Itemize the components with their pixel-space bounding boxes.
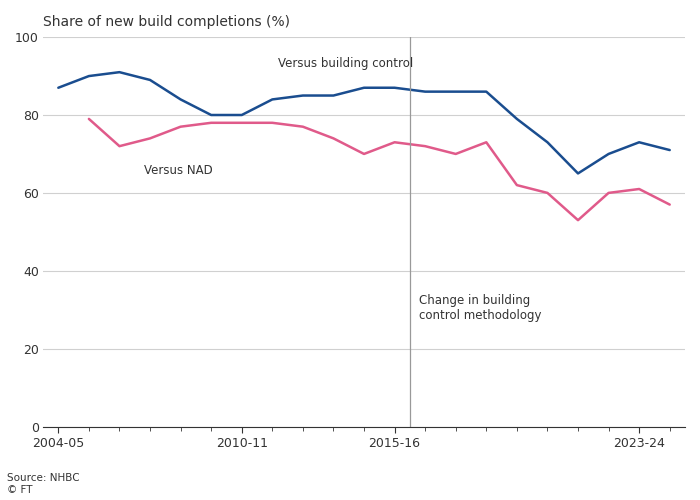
Text: Change in building
control methodology: Change in building control methodology bbox=[419, 294, 542, 322]
Text: Versus NAD: Versus NAD bbox=[144, 164, 213, 176]
Text: Source: NHBC
© FT: Source: NHBC © FT bbox=[7, 474, 80, 495]
Text: Versus building control: Versus building control bbox=[279, 57, 414, 70]
Text: Share of new build completions (%): Share of new build completions (%) bbox=[43, 15, 290, 29]
